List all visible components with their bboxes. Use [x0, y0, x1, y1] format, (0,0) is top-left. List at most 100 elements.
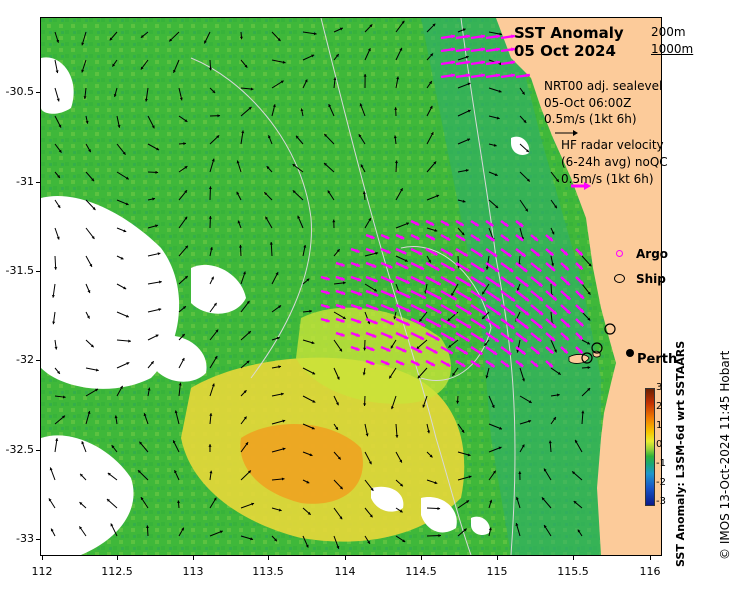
radar-arrow-head [466, 73, 470, 78]
current-arrow-head [368, 217, 371, 221]
radar-arrow-head [340, 262, 345, 267]
current-arrow-head [80, 473, 84, 477]
radar-arrow-head [355, 333, 360, 337]
radar-arrow-head [466, 324, 471, 328]
radar-arrow-head [552, 296, 557, 301]
radar-arrow-head [355, 346, 360, 351]
current-arrow-head [56, 98, 60, 102]
current-arrow-head [467, 138, 471, 142]
radar-arrow-head [534, 362, 538, 367]
radar-arrow-head [548, 363, 553, 367]
current-arrow-head [62, 415, 66, 419]
current-arrow-head [107, 472, 111, 476]
current-arrow-head [399, 509, 403, 513]
current-arrow-head [335, 54, 339, 58]
current-arrow-head [466, 500, 470, 504]
y-tick-label: -31.5 [5, 264, 34, 277]
current-arrow-head [336, 376, 340, 380]
current-arrow-head [485, 266, 489, 270]
current-arrow-head [184, 216, 188, 220]
current-arrow-head [184, 119, 188, 122]
current-arrow-head [120, 256, 124, 260]
radar-arrow-head [482, 311, 487, 315]
current-arrow-head [112, 63, 116, 67]
current-arrow-head [494, 173, 498, 177]
x-tick [117, 556, 118, 560]
radar-arrow-head [430, 362, 435, 366]
colorbar-tick: -3 [656, 496, 666, 507]
current-arrow-head [427, 430, 431, 434]
radar-arrow-head [504, 222, 509, 227]
radar-arrow-head [563, 349, 568, 354]
current-arrow-head [174, 470, 178, 474]
radar-arrow-head [510, 282, 515, 287]
current-arrow-head [214, 356, 218, 360]
current-arrow-head [243, 416, 247, 420]
current-arrow-head [395, 435, 399, 438]
radar-arrow-head [564, 266, 569, 271]
radar-arrow-head [537, 337, 542, 342]
y-tick [36, 539, 40, 540]
radar-arrow-head [534, 236, 538, 241]
radar-arrow-head [388, 334, 393, 339]
radar-arrow-head [579, 280, 584, 285]
radar-arrow-head [578, 265, 583, 270]
current-arrow-head [278, 508, 282, 512]
current-arrow-head [434, 481, 438, 485]
current-arrow-head [179, 97, 183, 101]
current-arrow-head [394, 107, 398, 110]
radar-arrow-head [418, 251, 423, 255]
current-arrow-head [548, 440, 552, 444]
current-arrow-head [247, 470, 251, 474]
current-arrow-head [215, 329, 219, 333]
current-arrow-head [275, 272, 279, 276]
current-arrow-head [369, 514, 373, 518]
current-arrow-head [467, 82, 471, 86]
radar-arrow-head [552, 281, 557, 286]
current-arrow-head [417, 375, 421, 379]
current-arrow-head [126, 362, 130, 365]
radar-arrow-head [495, 282, 500, 287]
radar-arrow-head [579, 322, 584, 327]
radar-arrow-head [496, 73, 500, 78]
current-arrow-head [336, 545, 340, 549]
current-arrow-head [521, 444, 525, 448]
current-arrow-head [185, 245, 188, 249]
radar-arrow-head [549, 349, 554, 354]
current-arrow-head [556, 178, 559, 182]
current-arrow-head [140, 66, 144, 70]
current-arrow-head [216, 135, 220, 139]
current-arrow-head [525, 208, 528, 212]
radar-arrow-head [509, 268, 514, 272]
current-arrow-head [339, 348, 342, 352]
radar-arrow-head [552, 323, 557, 328]
current-arrow-head [339, 516, 343, 520]
current-arrow-head [95, 368, 99, 372]
radar-arrow-head [402, 348, 407, 353]
radar-arrow-head [489, 222, 494, 227]
hf-radar-arrows [320, 34, 585, 368]
radar-arrow-head [451, 73, 455, 78]
current-arrow-head [92, 207, 96, 210]
radar-arrow-head [341, 304, 346, 309]
colorbar-tick: 1 [656, 420, 663, 431]
current-arrow-head [575, 439, 578, 443]
current-arrow-head [528, 400, 532, 403]
radar-arrow-head [519, 222, 524, 227]
radar-arrow-head [523, 337, 528, 342]
colorbar-tick: 3 [656, 382, 663, 393]
current-arrow-head [282, 60, 286, 64]
current-arrow-head [313, 32, 317, 36]
radar-arrow-head [405, 279, 410, 284]
current-arrow-head [106, 499, 110, 502]
radar-arrow-head [495, 324, 500, 329]
radar-arrow-head [415, 235, 420, 240]
current-arrow-head [342, 281, 346, 285]
cool-nearshore-band [421, 18, 601, 555]
radar-arrow-head [467, 310, 472, 315]
current-arrow-head [587, 366, 591, 370]
radar-arrow-head [480, 337, 485, 342]
radar-arrow-head [526, 73, 530, 78]
x-tick [650, 556, 651, 560]
radar-arrow-head [370, 249, 375, 253]
